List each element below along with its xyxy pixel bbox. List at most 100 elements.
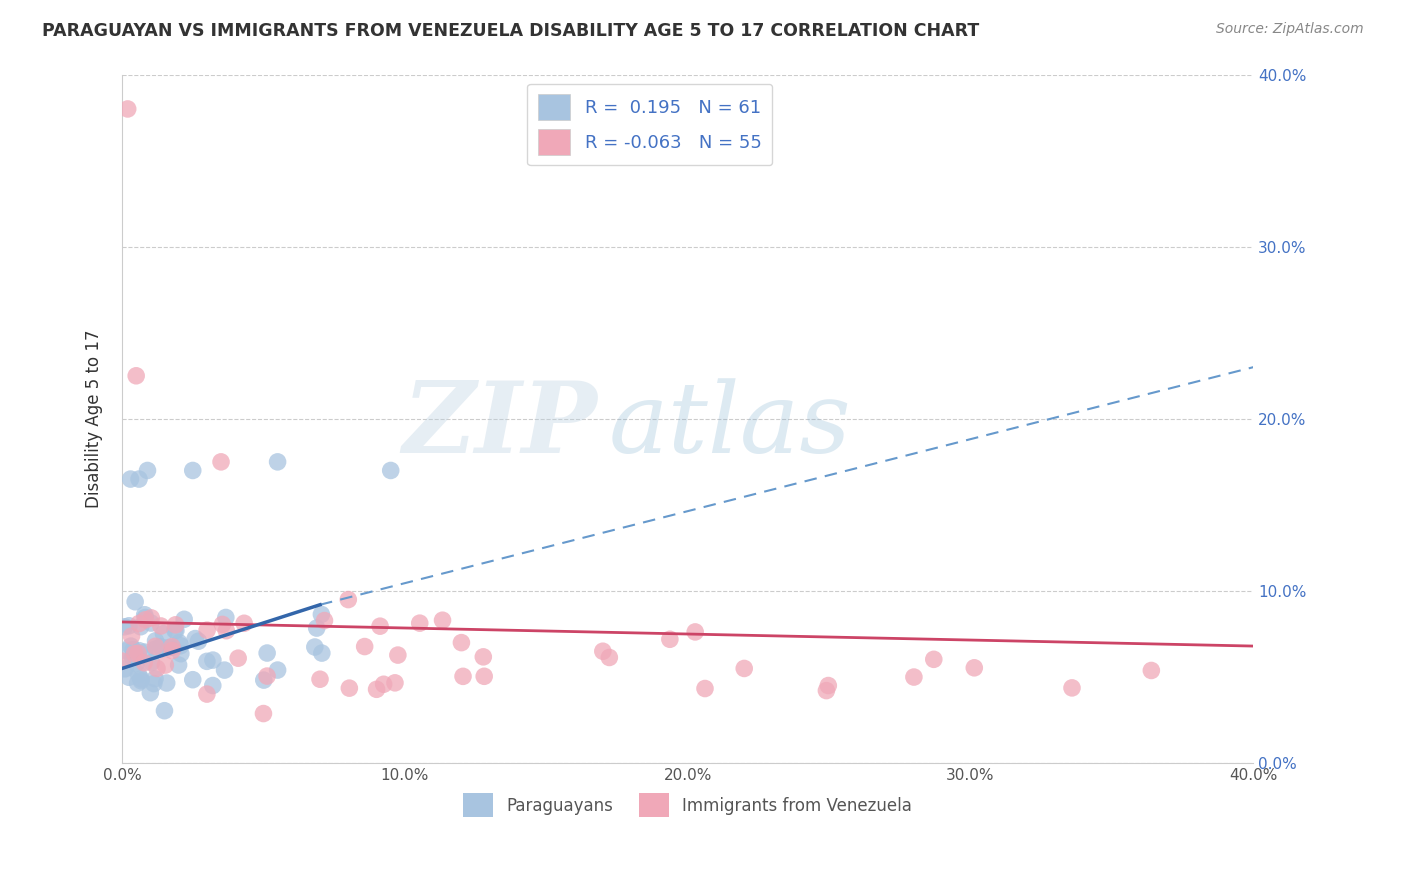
Point bbox=[124, 648, 146, 663]
Point bbox=[145, 640, 167, 654]
Point bbox=[167, 635, 190, 649]
Point bbox=[139, 615, 162, 630]
Point bbox=[117, 102, 139, 116]
Point bbox=[922, 652, 945, 666]
Point bbox=[118, 670, 141, 684]
Point bbox=[815, 683, 838, 698]
Point bbox=[141, 656, 163, 670]
Point bbox=[380, 463, 402, 477]
Point bbox=[184, 632, 207, 646]
Point bbox=[209, 455, 232, 469]
Point bbox=[120, 639, 142, 653]
Point bbox=[156, 676, 179, 690]
Point bbox=[170, 647, 193, 661]
Point bbox=[817, 679, 839, 693]
Point bbox=[136, 463, 159, 477]
Point bbox=[266, 663, 288, 677]
Point bbox=[165, 624, 187, 638]
Point bbox=[1060, 681, 1083, 695]
Point bbox=[353, 640, 375, 654]
Point bbox=[963, 661, 986, 675]
Text: PARAGUAYAN VS IMMIGRANTS FROM VENEZUELA DISABILITY AGE 5 TO 17 CORRELATION CHART: PARAGUAYAN VS IMMIGRANTS FROM VENEZUELA … bbox=[42, 22, 980, 40]
Point bbox=[157, 640, 180, 655]
Point bbox=[256, 669, 278, 683]
Point bbox=[173, 612, 195, 626]
Point bbox=[114, 644, 136, 658]
Point bbox=[305, 621, 328, 635]
Point bbox=[384, 676, 406, 690]
Point bbox=[432, 613, 454, 627]
Point bbox=[128, 643, 150, 657]
Point bbox=[169, 639, 191, 653]
Point bbox=[195, 623, 218, 637]
Point bbox=[128, 616, 150, 631]
Y-axis label: Disability Age 5 to 17: Disability Age 5 to 17 bbox=[86, 329, 103, 508]
Point bbox=[160, 643, 183, 657]
Point bbox=[733, 661, 755, 675]
Point bbox=[149, 619, 172, 633]
Point bbox=[658, 632, 681, 647]
Point bbox=[111, 654, 134, 668]
Point bbox=[387, 648, 409, 662]
Point bbox=[167, 658, 190, 673]
Point bbox=[373, 677, 395, 691]
Text: atlas: atlas bbox=[609, 378, 851, 474]
Point bbox=[592, 644, 614, 658]
Point bbox=[127, 676, 149, 690]
Point bbox=[160, 640, 183, 654]
Point bbox=[121, 629, 143, 643]
Point bbox=[233, 616, 256, 631]
Point bbox=[129, 673, 152, 688]
Text: Source: ZipAtlas.com: Source: ZipAtlas.com bbox=[1216, 22, 1364, 37]
Point bbox=[128, 472, 150, 486]
Point bbox=[122, 642, 145, 657]
Point bbox=[693, 681, 716, 696]
Point bbox=[121, 650, 143, 665]
Point bbox=[142, 676, 165, 690]
Point bbox=[165, 617, 187, 632]
Point bbox=[129, 620, 152, 634]
Point bbox=[127, 667, 149, 681]
Point bbox=[451, 669, 474, 683]
Point bbox=[181, 463, 204, 477]
Point bbox=[134, 607, 156, 622]
Point bbox=[129, 672, 152, 686]
Point bbox=[141, 611, 163, 625]
Point bbox=[125, 657, 148, 671]
Point bbox=[683, 624, 706, 639]
Point bbox=[201, 653, 224, 667]
Point bbox=[124, 647, 146, 661]
Point bbox=[163, 624, 186, 638]
Point bbox=[139, 686, 162, 700]
Point bbox=[214, 663, 236, 677]
Point bbox=[114, 620, 136, 634]
Point bbox=[145, 633, 167, 648]
Point bbox=[162, 640, 184, 655]
Point bbox=[155, 658, 177, 673]
Point bbox=[337, 681, 360, 695]
Point bbox=[215, 610, 238, 624]
Point bbox=[134, 656, 156, 670]
Point bbox=[211, 617, 233, 632]
Point bbox=[366, 682, 388, 697]
Point bbox=[125, 368, 148, 383]
Point bbox=[472, 669, 495, 683]
Point bbox=[266, 455, 288, 469]
Point bbox=[226, 651, 249, 665]
Point bbox=[304, 640, 326, 654]
Point bbox=[450, 635, 472, 649]
Point bbox=[472, 649, 495, 664]
Point bbox=[311, 646, 333, 660]
Point bbox=[409, 616, 432, 631]
Point bbox=[127, 646, 149, 660]
Point bbox=[598, 650, 620, 665]
Legend: Paraguayans, Immigrants from Venezuela: Paraguayans, Immigrants from Venezuela bbox=[457, 787, 918, 823]
Point bbox=[134, 645, 156, 659]
Point bbox=[195, 654, 218, 668]
Point bbox=[114, 662, 136, 676]
Point bbox=[149, 640, 172, 654]
Point bbox=[153, 704, 176, 718]
Point bbox=[181, 673, 204, 687]
Point bbox=[256, 646, 278, 660]
Point bbox=[146, 661, 169, 675]
